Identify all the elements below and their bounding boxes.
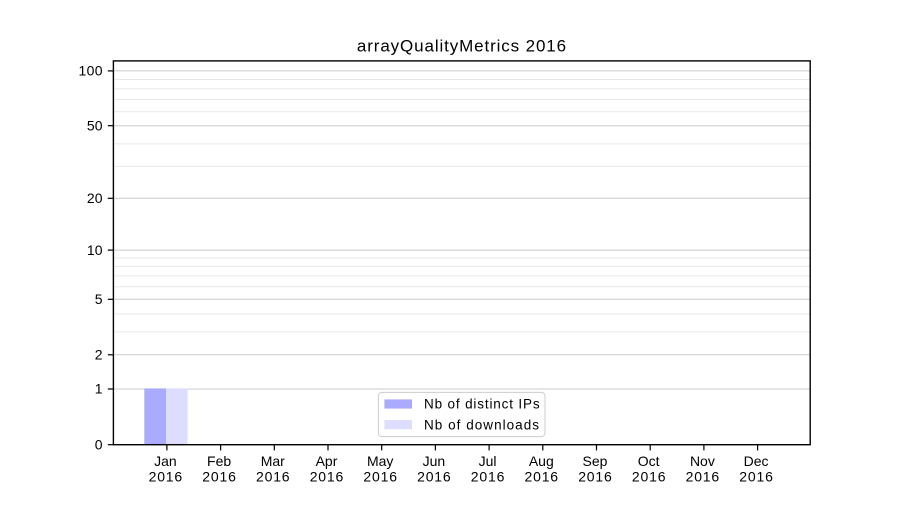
svg-text:20: 20 bbox=[87, 190, 103, 206]
svg-text:Mar: Mar bbox=[261, 453, 285, 469]
svg-text:2016: 2016 bbox=[256, 469, 290, 485]
svg-text:May: May bbox=[367, 453, 393, 469]
svg-text:Oct: Oct bbox=[638, 453, 660, 469]
svg-text:1: 1 bbox=[95, 381, 103, 397]
svg-text:Apr: Apr bbox=[316, 453, 338, 469]
svg-text:Jun: Jun bbox=[423, 453, 446, 469]
svg-text:2016: 2016 bbox=[739, 469, 773, 485]
svg-text:Nb of distinct IPs: Nb of distinct IPs bbox=[424, 397, 540, 412]
svg-text:2016: 2016 bbox=[578, 469, 612, 485]
svg-text:100: 100 bbox=[79, 63, 103, 79]
svg-text:Sep: Sep bbox=[583, 453, 608, 469]
svg-text:10: 10 bbox=[87, 242, 103, 258]
svg-text:5: 5 bbox=[95, 291, 103, 307]
svg-text:2016: 2016 bbox=[310, 469, 344, 485]
svg-text:2016: 2016 bbox=[363, 469, 397, 485]
svg-text:Dec: Dec bbox=[744, 453, 769, 469]
svg-text:2016: 2016 bbox=[417, 469, 451, 485]
svg-text:2016: 2016 bbox=[525, 469, 559, 485]
svg-text:Aug: Aug bbox=[529, 453, 554, 469]
svg-text:Nb of downloads: Nb of downloads bbox=[424, 417, 539, 432]
svg-text:2016: 2016 bbox=[471, 469, 505, 485]
svg-text:2016: 2016 bbox=[202, 469, 236, 485]
svg-text:0: 0 bbox=[95, 436, 103, 452]
svg-text:arrayQualityMetrics 2016: arrayQualityMetrics 2016 bbox=[357, 36, 566, 55]
svg-text:Feb: Feb bbox=[207, 453, 231, 469]
svg-text:2016: 2016 bbox=[632, 469, 666, 485]
svg-text:Jul: Jul bbox=[479, 453, 497, 469]
svg-text:2016: 2016 bbox=[686, 469, 720, 485]
svg-text:2016: 2016 bbox=[149, 469, 183, 485]
svg-text:Jan: Jan bbox=[154, 453, 177, 469]
svg-text:50: 50 bbox=[87, 117, 103, 133]
svg-text:2: 2 bbox=[95, 347, 103, 363]
svg-text:Nov: Nov bbox=[690, 453, 715, 469]
